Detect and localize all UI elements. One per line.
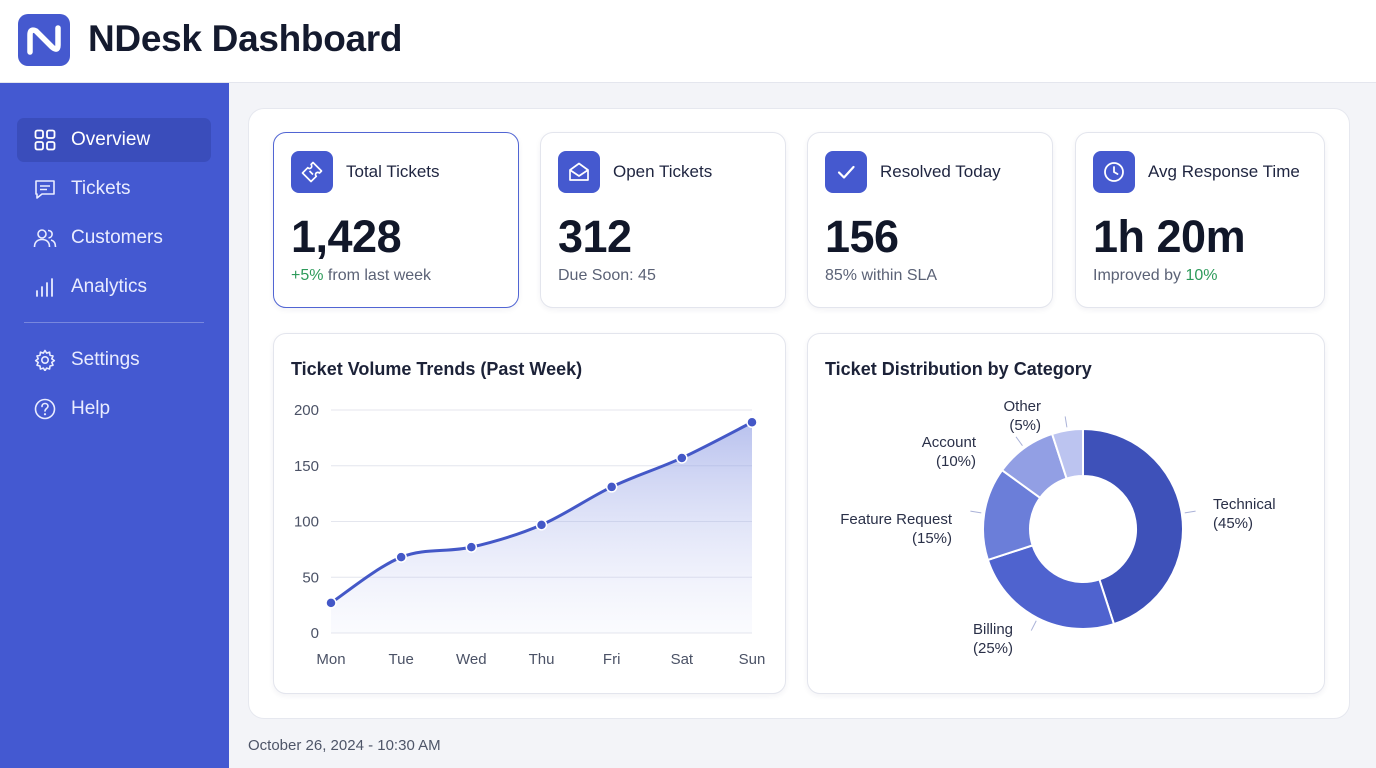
sidebar-item-tickets[interactable]: Tickets [17,167,211,211]
slice-label: Other [1003,398,1041,415]
leader-line [1064,416,1068,428]
app-logo[interactable] [18,14,70,66]
app-title: NDesk Dashboard [88,18,403,59]
x-tick-label: Sun [739,651,766,668]
x-tick-label: Fri [603,651,621,668]
chart-title: Ticket Volume Trends (Past Week) [291,359,583,379]
slice-label: Technical [1213,496,1276,513]
help-icon [33,397,57,421]
chat-icon [33,177,57,201]
stat-card-total-tickets[interactable]: Total Tickets 1,428 +5% from last week [273,132,519,308]
slice-technical[interactable] [1082,427,1184,626]
stat-label: Avg Response Time [1148,162,1300,181]
data-point[interactable] [605,481,618,493]
data-point[interactable] [465,541,478,553]
y-tick-label: 50 [302,569,319,586]
slice-percent-label: (25%) [973,640,1013,657]
ticket-distribution-chart-card: Ticket Distribution by Category Technica… [807,333,1325,694]
sidebar-item-label: Tickets [71,178,131,199]
stat-subtext: 85% within SLA [825,267,938,284]
data-point[interactable] [325,597,337,609]
sidebar-item-label: Help [71,398,111,419]
slice-percent-label: (45%) [1213,515,1253,532]
sidebar-item-analytics[interactable]: Analytics [17,265,211,309]
y-tick-label: 200 [294,402,319,419]
leader-line [1015,436,1023,446]
leader-line [970,510,982,514]
stat-value: 1h 20m [1093,211,1246,262]
sidebar: Overview Tickets Customers Analytics Set… [0,83,229,768]
x-tick-label: Wed [456,651,487,668]
chart-title: Ticket Distribution by Category [825,359,1092,379]
stat-value: 312 [558,211,632,262]
stat-value: 1,428 [291,211,402,262]
ticket-volume-chart-card: Ticket Volume Trends (Past Week) 0 50 100 1… [273,333,786,694]
stat-card-resolved-today[interactable]: Resolved Today 156 85% within SLA [807,132,1053,308]
sidebar-item-label: Settings [71,349,140,370]
bar-chart-icon [33,275,57,299]
x-tick-label: Sat [671,651,694,668]
stat-card-open-tickets[interactable]: Open Tickets 312 Due Soon: 45 [540,132,786,308]
stat-subtext: Due Soon: 45 [558,267,656,284]
sidebar-divider [24,322,204,323]
leader-line [1184,510,1196,514]
stat-card-avg-response-time[interactable]: Avg Response Time 1h 20m Improved by 10% [1075,132,1325,308]
ticket-volume-chart: 0 50 100 150 200 Mon Tue Wed Thu Fri Sat Sun [294,402,766,668]
data-point[interactable] [746,416,758,429]
stat-subtext: Improved by 10% [1093,267,1218,285]
slice-label: Feature Request [840,511,953,528]
sidebar-item-label: Customers [71,227,163,248]
data-point[interactable] [535,519,548,531]
last-updated-timestamp: October 26, 2024 - 10:30 AM [248,737,441,754]
stat-change-positive: +5% [291,267,324,284]
y-tick-label: 150 [294,458,319,475]
sidebar-item-settings[interactable]: Settings [17,338,211,382]
stat-value: 156 [825,211,899,262]
x-tick-label: Tue [389,651,414,668]
clock-icon [1093,151,1135,193]
stat-label: Resolved Today [880,162,1001,181]
sidebar-item-customers[interactable]: Customers [17,216,211,260]
data-point[interactable] [395,551,407,563]
stat-label: Open Tickets [613,162,713,181]
x-tick-label: Mon [316,651,345,668]
slice-other[interactable] [1050,427,1084,480]
gear-icon [33,348,57,372]
n-wave-logo-icon [27,25,61,55]
y-tick-label: 0 [311,625,319,642]
stat-change-text: Improved by [1093,267,1186,284]
slice-percent-label: (10%) [936,453,976,470]
stat-subtext: +5% from last week [291,267,431,285]
stat-label: Total Tickets [346,162,440,181]
slice-label: Account [922,434,977,451]
ticket-distribution-chart: Technical (45%) Billing (25%) Feature Reques… [840,398,1276,657]
stat-change-text: from last week [323,267,432,284]
sidebar-item-overview[interactable]: Overview [17,118,211,162]
grid-icon [33,128,57,152]
slice-percent-label: (5%) [1009,417,1041,434]
stat-change-positive: 10% [1185,267,1218,284]
x-tick-label: Thu [529,651,555,668]
check-icon [825,151,867,193]
slice-billing[interactable] [986,544,1116,630]
sidebar-item-help[interactable]: Help [17,387,211,431]
ticket-icon [291,151,333,193]
users-icon [33,226,57,250]
leader-line [1030,620,1037,631]
data-point[interactable] [676,452,688,464]
sidebar-item-label: Overview [71,129,151,150]
sidebar-item-label: Analytics [71,276,148,297]
top-bar: NDesk Dashboard [0,0,1376,83]
y-tick-label: 100 [294,514,319,531]
envelope-open-icon [558,151,600,193]
slice-percent-label: (15%) [912,530,952,547]
slice-label: Billing [973,621,1013,638]
